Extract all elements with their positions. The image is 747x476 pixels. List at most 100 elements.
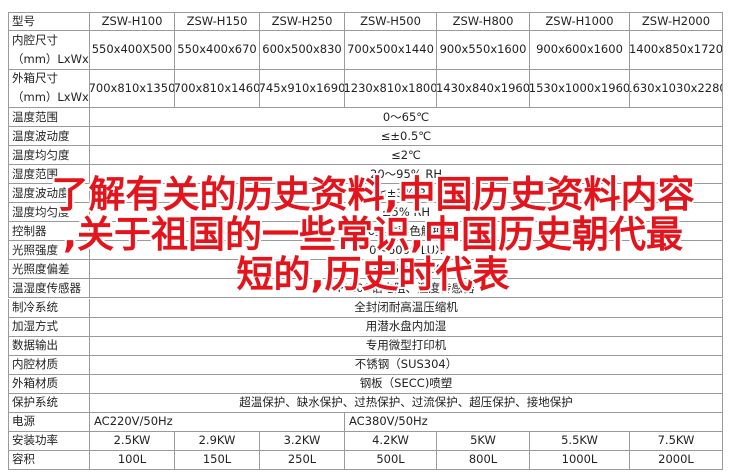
- row-label: 温度均匀度: [8, 146, 90, 166]
- row-label-line: 湿度波动度: [12, 185, 70, 200]
- row-label: 加湿方式: [8, 317, 90, 337]
- cell-value: 1230x810x1800: [345, 69, 437, 108]
- row-label-line: 湿度均匀度: [12, 204, 70, 219]
- row-label: 湿度均匀度: [8, 203, 90, 223]
- cell-value: 700x500x1440: [345, 31, 437, 70]
- cell-value: 5.6英寸彩色触摸屏: [90, 222, 723, 242]
- row-label: 外箱尺寸 （mm）LxWx: [8, 69, 90, 108]
- row-label: 保护系统: [8, 393, 90, 413]
- overlay-caption: ,关于祖国的一些常识,中国历史朝代最: [63, 213, 683, 256]
- row-label: 安装功率: [8, 431, 90, 451]
- cell-value: ≤±0.5℃: [90, 127, 723, 147]
- model-header: ZSW-H250: [260, 12, 345, 31]
- cell-value: 600x500x830: [260, 31, 345, 70]
- cell-value: 全封闭耐高温压缩机: [90, 298, 723, 318]
- row-label-line: 外箱尺寸: [12, 71, 58, 86]
- cell-value: 1630x1030x2280: [630, 69, 723, 108]
- cell-value: 1400x850x1720: [630, 31, 723, 70]
- row-label: 外箱材质: [8, 374, 90, 394]
- overlay-caption: 了解有关的历史资料,中国历史资料内容: [51, 173, 694, 216]
- row-label: 湿度波动度: [8, 184, 90, 204]
- cell-value: 5.5KW: [530, 431, 630, 451]
- cell-value: 4.2KW: [345, 431, 437, 451]
- row-label: 控制器: [8, 222, 90, 242]
- cell-value: 20～95% RH: [90, 165, 723, 185]
- row-label-line: 容积: [12, 452, 35, 467]
- cell-value: 7.5KW: [630, 431, 723, 451]
- cell-value: 100L: [90, 450, 175, 470]
- row-label: 光照度偏差: [8, 260, 90, 280]
- row-label: 内腔尺寸 （mm）LxWxH: [8, 31, 90, 70]
- cell-value: 3.2KW: [260, 431, 345, 451]
- cell-value: ≤±500 LUX: [90, 260, 723, 280]
- cell-value: ≤5% RH: [90, 203, 723, 223]
- cell-value: 550x400X500: [90, 31, 175, 70]
- cell-value: 专用微型打印机: [90, 336, 723, 356]
- row-label-line: 温湿度传感器: [12, 280, 81, 295]
- row-label-line: 保护系统: [12, 395, 58, 410]
- row-label-line: 光照度偏差: [12, 261, 70, 276]
- cell-value: 900x600x1600: [530, 31, 630, 70]
- cell-value: AC380V/50Hz: [345, 412, 723, 432]
- row-label-line: 控制器: [12, 223, 47, 238]
- model-header: ZSW-H2000: [630, 12, 723, 31]
- row-label: 湿度范围: [8, 165, 90, 185]
- row-label-line: 温度均匀度: [12, 147, 70, 162]
- row-label-line: 电源: [12, 414, 35, 429]
- row-label: 电源: [8, 412, 90, 432]
- header-label: 型号: [8, 12, 90, 31]
- row-label: 温度波动度: [8, 127, 90, 147]
- cell-value: 150L: [175, 450, 260, 470]
- cell-value: 5KW: [437, 431, 530, 451]
- row-label: 光照强度: [8, 241, 90, 261]
- cell-value: 1430x840x1960: [437, 69, 530, 108]
- row-label: 容积: [8, 450, 90, 470]
- cell-value: 1530x1000x1960: [530, 69, 630, 108]
- cell-value: 500L: [345, 450, 437, 470]
- cell-value: 550x400x670: [175, 31, 260, 70]
- cell-value: 钢板（SECC)喷塑: [90, 374, 723, 394]
- row-label: 内腔材质: [8, 355, 90, 375]
- row-label: 制冷系统: [8, 298, 90, 318]
- row-label: 温湿度传感器: [8, 279, 90, 299]
- cell-value: 900x550x1600: [437, 31, 530, 70]
- model-header: ZSW-H800: [437, 12, 530, 31]
- cell-value: 745x910x1690: [260, 69, 345, 108]
- cell-value: Pt100铂电阻、湿度传感器: [90, 279, 723, 299]
- cell-value: 用潜水盘内加湿: [90, 317, 723, 337]
- cell-value: 2.5KW: [90, 431, 175, 451]
- row-label-line: 温度范围: [12, 109, 58, 124]
- row-label-line: 数据输出: [12, 338, 58, 353]
- row-label-line: 安装功率: [12, 433, 58, 448]
- row-label-line: 制冷系统: [12, 300, 58, 315]
- cell-value: 250L: [260, 450, 345, 470]
- cell-value: 2000L: [630, 450, 723, 470]
- row-label-line: 光照强度: [12, 242, 58, 257]
- row-label-line: （mm）LxWx: [12, 90, 89, 105]
- row-label-line: 加湿方式: [12, 319, 58, 334]
- row-label-line: 湿度范围: [12, 166, 58, 181]
- row-label-line: 温度波动度: [12, 128, 70, 143]
- row-label: 数据输出: [8, 336, 90, 356]
- model-header: ZSW-H500: [345, 12, 437, 31]
- row-label-line: （mm）LxWxH: [12, 51, 90, 66]
- cell-value: ≤±3% RH: [90, 184, 723, 204]
- cell-value: 700x810x1350: [90, 69, 175, 108]
- cell-value: 800L: [437, 450, 530, 470]
- cell-value: AC220V/50Hz: [90, 412, 345, 432]
- cell-value: 2.9KW: [175, 431, 260, 451]
- model-header: ZSW-H100: [90, 12, 175, 31]
- cell-value: 1000L: [530, 450, 630, 470]
- cell-value: 超温保护、缺水保护、过热保护、过流保护、超压保护、接地保护: [90, 393, 723, 413]
- cell-value: 不锈钢（SUS304）: [90, 355, 723, 375]
- row-label-line: 内腔尺寸: [12, 32, 58, 47]
- row-label: 温度范围: [8, 108, 90, 128]
- model-header: ZSW-H150: [175, 12, 260, 31]
- cell-value: ≤2℃: [90, 146, 723, 166]
- overlay-caption: 短的,历史时代表: [236, 253, 509, 296]
- model-header: ZSW-H1000: [530, 12, 630, 31]
- cell-value: 0～6000 LUX: [90, 241, 723, 261]
- row-label-line: 内腔材质: [12, 357, 58, 372]
